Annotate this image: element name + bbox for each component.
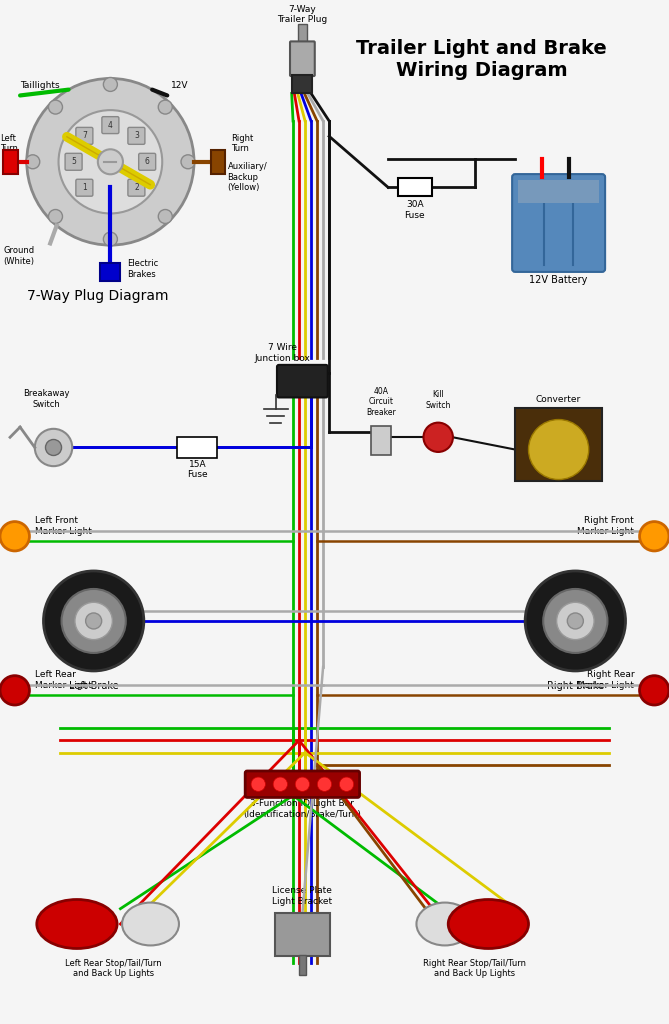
Text: 7-Way Plug Diagram: 7-Way Plug Diagram (27, 290, 169, 303)
Text: Converter: Converter (536, 394, 581, 403)
Text: 3-Function ID Light Bar
(Identification/Brake/Turn): 3-Function ID Light Bar (Identification/… (244, 800, 361, 819)
FancyBboxPatch shape (102, 117, 119, 133)
Circle shape (43, 571, 144, 671)
Text: Left Rear
Marker Light: Left Rear Marker Light (35, 671, 92, 690)
Circle shape (423, 423, 453, 452)
Ellipse shape (37, 899, 117, 948)
FancyBboxPatch shape (138, 154, 156, 170)
Text: 40A
Circuit
Breaker: 40A Circuit Breaker (367, 387, 396, 417)
FancyBboxPatch shape (128, 127, 145, 144)
Bar (100, 263, 120, 282)
Text: Electric
Brakes: Electric Brakes (127, 259, 159, 279)
Circle shape (317, 777, 332, 792)
Circle shape (557, 602, 594, 640)
Text: Breakaway
Switch: Breakaway Switch (23, 389, 70, 409)
Circle shape (48, 100, 62, 114)
Text: 7: 7 (82, 131, 87, 140)
Bar (398, 178, 432, 197)
Bar (211, 150, 225, 174)
Text: 6: 6 (145, 158, 150, 166)
Text: 7-Way
Trailer Plug: 7-Way Trailer Plug (277, 5, 328, 24)
Circle shape (181, 155, 195, 169)
Text: 2: 2 (134, 183, 138, 193)
Text: Right Front
Marker Light: Right Front Marker Light (577, 516, 634, 536)
Text: License Plate
Light Bracket: License Plate Light Bracket (272, 886, 332, 905)
Circle shape (273, 777, 288, 792)
FancyBboxPatch shape (275, 912, 330, 955)
Text: Taillights: Taillights (20, 81, 60, 90)
Circle shape (0, 676, 29, 705)
Circle shape (339, 777, 354, 792)
Circle shape (62, 589, 126, 653)
Circle shape (35, 429, 72, 466)
Circle shape (0, 521, 29, 551)
Bar (298, 24, 307, 42)
Circle shape (295, 777, 310, 792)
Text: Left Front
Marker Light: Left Front Marker Light (35, 516, 92, 536)
Text: 7 Wire
Junction box: 7 Wire Junction box (254, 343, 310, 362)
Circle shape (251, 777, 266, 792)
Circle shape (104, 232, 117, 246)
Bar (371, 426, 391, 455)
Circle shape (98, 150, 123, 174)
Circle shape (640, 676, 669, 705)
FancyBboxPatch shape (76, 127, 93, 144)
Circle shape (48, 210, 62, 223)
Text: 30A
Fuse: 30A Fuse (405, 201, 425, 220)
Ellipse shape (448, 899, 529, 948)
Text: Trailer Light and Brake
Wiring Diagram: Trailer Light and Brake Wiring Diagram (357, 39, 607, 80)
Circle shape (159, 210, 173, 223)
Circle shape (640, 521, 669, 551)
Circle shape (543, 589, 607, 653)
Circle shape (567, 613, 583, 629)
Bar (299, 954, 306, 975)
FancyBboxPatch shape (246, 771, 359, 798)
Bar (515, 408, 602, 481)
FancyBboxPatch shape (128, 179, 145, 197)
Text: 1: 1 (82, 183, 87, 193)
Text: Left
Turn: Left Turn (0, 134, 18, 154)
Circle shape (75, 602, 112, 640)
Bar (177, 437, 217, 458)
Text: 3: 3 (134, 131, 139, 140)
Text: Ground
(White): Ground (White) (3, 247, 35, 266)
Bar (3, 150, 18, 174)
Text: Left Brake: Left Brake (69, 681, 118, 691)
Text: 12V Battery: 12V Battery (529, 274, 588, 285)
FancyBboxPatch shape (277, 365, 328, 397)
Bar (518, 180, 599, 203)
Ellipse shape (122, 902, 179, 945)
FancyBboxPatch shape (290, 41, 314, 76)
Text: Auxiliary/
Backup
(Yellow): Auxiliary/ Backup (Yellow) (227, 162, 267, 191)
Text: Right Brake: Right Brake (547, 681, 604, 691)
Circle shape (86, 613, 102, 629)
Text: Right
Turn: Right Turn (231, 134, 253, 154)
Circle shape (104, 78, 117, 91)
Text: Kill
Switch: Kill Switch (425, 390, 451, 410)
Ellipse shape (416, 902, 474, 945)
Circle shape (529, 420, 589, 479)
Text: 4: 4 (108, 121, 113, 130)
Bar (292, 75, 312, 93)
Text: Right Rear Stop/Tail/Turn
and Back Up Lights: Right Rear Stop/Tail/Turn and Back Up Li… (423, 958, 527, 978)
Text: 5: 5 (71, 158, 76, 166)
FancyBboxPatch shape (512, 174, 605, 272)
Circle shape (525, 571, 626, 671)
Circle shape (26, 155, 39, 169)
Text: 15A
Fuse: 15A Fuse (187, 460, 207, 479)
Circle shape (59, 111, 163, 213)
FancyBboxPatch shape (65, 154, 82, 170)
Circle shape (159, 100, 173, 114)
FancyBboxPatch shape (76, 179, 93, 197)
Circle shape (45, 439, 62, 456)
Circle shape (27, 79, 194, 245)
Text: 12V: 12V (171, 81, 188, 90)
Text: Left Rear Stop/Tail/Turn
and Back Up Lights: Left Rear Stop/Tail/Turn and Back Up Lig… (66, 958, 162, 978)
Text: Right Rear
Marker Light: Right Rear Marker Light (577, 671, 634, 690)
